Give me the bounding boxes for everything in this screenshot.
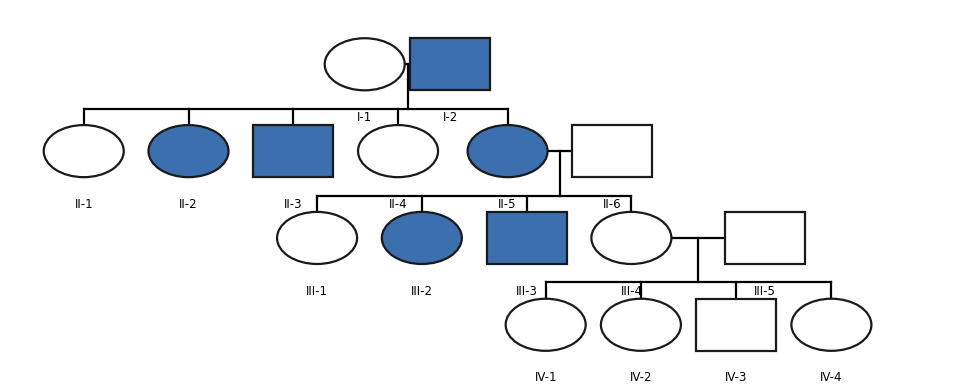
Text: IV-4: IV-4 — [820, 371, 843, 384]
Ellipse shape — [325, 38, 404, 90]
Text: IV-1: IV-1 — [535, 371, 557, 384]
Text: III-1: III-1 — [307, 284, 328, 298]
Ellipse shape — [601, 299, 681, 351]
Bar — [572, 125, 652, 177]
Text: III-4: III-4 — [621, 284, 643, 298]
Text: II-6: II-6 — [603, 198, 622, 211]
Bar — [253, 125, 333, 177]
Ellipse shape — [148, 125, 229, 177]
Text: I-1: I-1 — [357, 111, 373, 124]
Ellipse shape — [591, 212, 672, 264]
Ellipse shape — [358, 125, 438, 177]
Ellipse shape — [382, 212, 462, 264]
Bar — [410, 38, 490, 90]
Text: II-5: II-5 — [498, 198, 516, 211]
Ellipse shape — [791, 299, 872, 351]
Bar — [696, 299, 776, 351]
Text: II-1: II-1 — [75, 198, 93, 211]
Text: II-3: II-3 — [284, 198, 303, 211]
Ellipse shape — [506, 299, 585, 351]
Text: III-5: III-5 — [754, 284, 776, 298]
Text: III-2: III-2 — [411, 284, 433, 298]
Ellipse shape — [277, 212, 357, 264]
Text: II-2: II-2 — [179, 198, 197, 211]
Ellipse shape — [468, 125, 548, 177]
Text: II-4: II-4 — [389, 198, 407, 211]
Text: IV-2: IV-2 — [629, 371, 652, 384]
Text: I-2: I-2 — [443, 111, 458, 124]
Text: III-3: III-3 — [515, 284, 537, 298]
Bar — [487, 212, 566, 264]
Text: IV-3: IV-3 — [725, 371, 747, 384]
Ellipse shape — [44, 125, 124, 177]
Bar — [725, 212, 805, 264]
